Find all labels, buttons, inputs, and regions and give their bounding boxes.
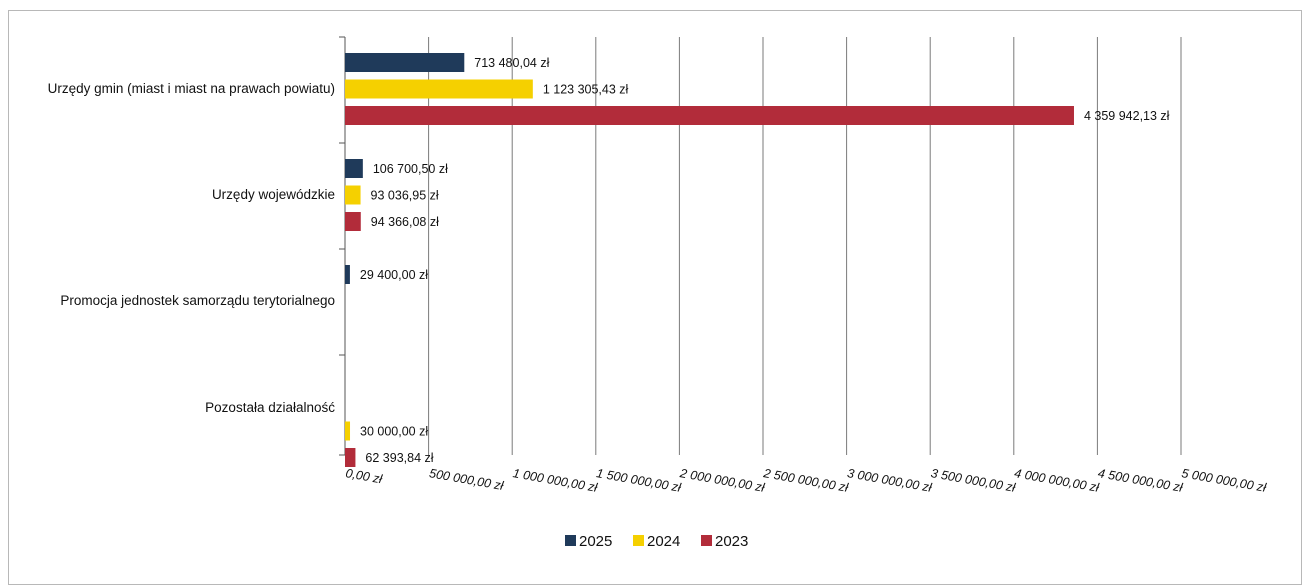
data-label: 106 700,50 zł <box>373 162 448 176</box>
bar-2023-3 <box>345 448 356 467</box>
legend-swatch-2024 <box>633 535 644 546</box>
bar-2023-0 <box>345 106 1074 125</box>
data-label: 4 359 942,13 zł <box>1084 109 1170 123</box>
data-label: 93 036,95 zł <box>371 189 439 203</box>
data-label: 62 393,84 zł <box>365 451 433 465</box>
x-tick-label: 500 000,00 zł <box>428 466 506 493</box>
bar-2024-3 <box>345 421 351 441</box>
chart-frame: Urzędy gmin (miast i miast na prawach po… <box>8 10 1302 585</box>
x-tick-label: 2 000 000,00 zł <box>678 466 767 495</box>
data-label: 30 000,00 zł <box>360 425 428 439</box>
x-tick-label: 5 000 000,00 zł <box>1180 466 1268 495</box>
data-label: 29 400,00 zł <box>360 268 428 282</box>
x-tick-label: 1 000 000,00 zł <box>512 466 600 495</box>
data-label: 1 123 305,43 zł <box>543 83 629 97</box>
x-tick-label: 4 500 000,00 zł <box>1097 466 1185 495</box>
x-tick-label: 0,00 zł <box>344 466 384 486</box>
bar-2025-0 <box>345 53 465 72</box>
x-tick-label: 3 000 000,00 zł <box>846 466 934 495</box>
category-label: Urzędy gmin (miast i miast na prawach po… <box>48 81 335 96</box>
x-tick-label: 2 500 000,00 zł <box>761 466 850 495</box>
category-label: Urzędy wojewódzkie <box>212 187 335 202</box>
data-label: 94 366,08 zł <box>371 215 439 229</box>
category-label: Promocja jednostek samorządu terytorialn… <box>60 293 335 308</box>
x-tick-label: 3 500 000,00 zł <box>930 466 1018 495</box>
x-tick-label: 4 000 000,00 zł <box>1013 466 1101 495</box>
legend-label: 2023 <box>715 533 748 550</box>
bar-2025-2 <box>345 265 350 284</box>
data-label: 713 480,04 zł <box>474 56 549 70</box>
bar-2024-1 <box>345 185 361 205</box>
legend-label: 2025 <box>579 533 612 550</box>
bar-2025-1 <box>345 159 363 178</box>
legend-label: 2024 <box>647 533 680 550</box>
x-tick-label: 1 500 000,00 zł <box>595 466 683 495</box>
bar-chart: Urzędy gmin (miast i miast na prawach po… <box>48 36 1268 550</box>
bar-2024-0 <box>345 79 533 99</box>
legend-swatch-2023 <box>701 535 712 546</box>
category-label: Pozostała działalność <box>205 400 335 415</box>
bar-2023-1 <box>345 212 361 231</box>
legend-swatch-2025 <box>565 535 576 546</box>
